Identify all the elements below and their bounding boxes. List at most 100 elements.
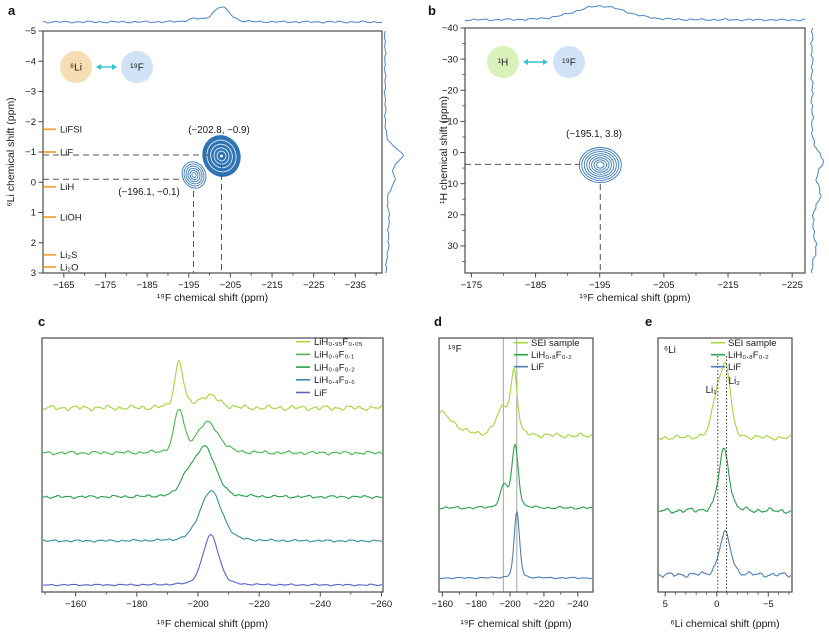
legend-label-lih-f: LiH₀.₉F₀.₁	[314, 350, 354, 361]
x-tick-label: −180	[126, 599, 147, 610]
legend-label-lih-f: LiH₀.₈F₀.₂	[728, 350, 769, 361]
legend-label-lih-f: LiH₀.₈F₀.₂	[314, 362, 355, 373]
reference-label-li-s: Li₂S	[60, 250, 77, 261]
y-tick-label: 30	[447, 241, 458, 252]
contour-ring	[191, 172, 197, 178]
spectrum-lih-f	[42, 490, 383, 543]
arrowhead-right	[112, 64, 117, 70]
panel-a: −165 −175 −185 −195 −205 −215 −225 −235 ¹⁹F chem…	[5, 6, 404, 304]
nucleus-label-a: ⁶Li	[70, 63, 82, 74]
contour-ring	[581, 149, 620, 181]
y-axis-title: ⁶Li chemical shift (ppm)	[5, 97, 17, 206]
panel-letter-e: e	[645, 314, 653, 329]
contour-ring	[183, 163, 205, 187]
arrowhead-right	[543, 59, 548, 65]
x-axis-title: ⁶Li chemical shift (ppm)	[670, 618, 779, 630]
panel-letter-b: b	[428, 3, 436, 18]
y-tick-label: −2	[25, 117, 36, 128]
plot-frame	[438, 337, 594, 593]
plot-frame	[657, 337, 793, 593]
spectrum-sei-sample	[439, 367, 593, 439]
y-tick-label: 10	[447, 179, 458, 190]
nucleus-label-b: ¹⁹F	[130, 63, 144, 74]
x-tick-label: −240	[567, 599, 588, 610]
contour-center-dot	[220, 154, 223, 158]
x-axis-title: ¹⁹F chemical shift (ppm)	[460, 618, 571, 630]
y-tick-label: 0	[453, 148, 458, 159]
nucleus-inside-label: ¹⁹F	[448, 344, 462, 355]
contour-ring	[189, 170, 199, 180]
x-tick-label: −180	[466, 599, 487, 610]
top-projection-spectrum	[464, 5, 806, 22]
contour-ring	[593, 159, 607, 171]
x-tick-label: −165	[53, 280, 74, 291]
panel-letter-c: c	[38, 314, 46, 329]
panel-e: 5 0 −5 ⁶Li chemical shift (ppm) ⁶Li Li₁ Li₂ SEI…	[657, 337, 793, 630]
spectrum-lif	[658, 529, 792, 578]
y-tick-label: −5	[25, 26, 36, 37]
legend-label-lih-f: LiH₀.₈F₀.₂	[531, 350, 572, 361]
contour-inner-ring	[210, 143, 233, 169]
peak-label-li: Li₂	[729, 376, 741, 387]
right-projection-spectrum	[383, 30, 404, 273]
x-tick-label: 0	[714, 599, 719, 610]
y-tick-label: 3	[31, 268, 36, 279]
legend-label-sei-sample: SEI sample	[728, 338, 777, 349]
legend-label-lif: LiF	[531, 362, 544, 373]
nucleus-correlation-inset: ⁶Li ¹⁹F	[60, 51, 153, 83]
arrowhead-left	[96, 64, 101, 70]
x-tick-label: −195	[178, 280, 199, 291]
x-tick-label: −175	[461, 280, 482, 291]
x-tick-label: −215	[717, 280, 738, 291]
contour-ring	[185, 165, 203, 185]
x-tick-label: −175	[95, 280, 116, 291]
x-tick-label: −235	[345, 280, 366, 291]
contour-ring	[583, 151, 617, 179]
plot-frame	[464, 27, 806, 274]
y-tick-label: −30	[442, 54, 458, 65]
contour-ring	[578, 147, 622, 183]
contour-ring	[596, 161, 605, 169]
y-tick-label: −1	[25, 147, 36, 158]
nucleus-label-a: ¹H	[498, 58, 509, 69]
contour-inner-ring	[216, 150, 227, 162]
reference-label-lioh: LiOH	[60, 212, 82, 223]
x-tick-label: 5	[663, 599, 668, 610]
peak-label-li: Li₁	[706, 385, 718, 396]
contour-ring	[187, 167, 201, 183]
nucleus-correlation-inset: ¹H ¹⁹F	[487, 46, 585, 78]
contour-ring	[591, 157, 610, 173]
spectrum-lih-f	[439, 443, 593, 510]
panel-b: −175 −185 −195 −205 −215 −225 ¹⁹F chemical shi…	[438, 5, 825, 304]
panel-c: −160 −180 −200 −220 −240 −260 ¹⁹F chemical shi…	[41, 337, 392, 630]
contour-peak	[181, 135, 241, 189]
spectrum-sei-sample	[658, 361, 792, 441]
legend-label-lif: LiF	[314, 388, 327, 399]
peak-annotation: (−196.1, −0.1)	[118, 187, 180, 198]
x-tick-label: −185	[136, 280, 157, 291]
arrowhead-left	[523, 59, 528, 65]
contour-inner-ring	[213, 147, 230, 165]
x-axis-title: ¹⁹F chemical shift (ppm)	[579, 292, 690, 304]
legend-label-sei-sample: SEI sample	[531, 338, 580, 349]
y-axis-title: ¹H chemical shift (ppm)	[438, 96, 450, 204]
x-tick-label: −260	[371, 599, 392, 610]
reference-label-lifsi: LiFSI	[60, 125, 82, 136]
y-tick-label: −10	[442, 117, 458, 128]
contour-inner-ring	[206, 139, 237, 173]
peak-annotation: (−202.8, −0.9)	[188, 125, 250, 136]
nucleus-circle-f	[553, 46, 585, 78]
legend-label-lih-f: LiH₀.₉₅F₀.₀₅	[314, 337, 363, 348]
x-tick-label: −160	[65, 599, 86, 610]
y-tick-label: 2	[31, 238, 36, 249]
reference-label-lih: LiH	[60, 182, 74, 193]
spectrum-lif	[440, 510, 593, 580]
spectrum-lih-f	[42, 444, 383, 500]
spectrum-lih-f	[42, 359, 383, 412]
right-projection-spectrum	[810, 27, 825, 274]
